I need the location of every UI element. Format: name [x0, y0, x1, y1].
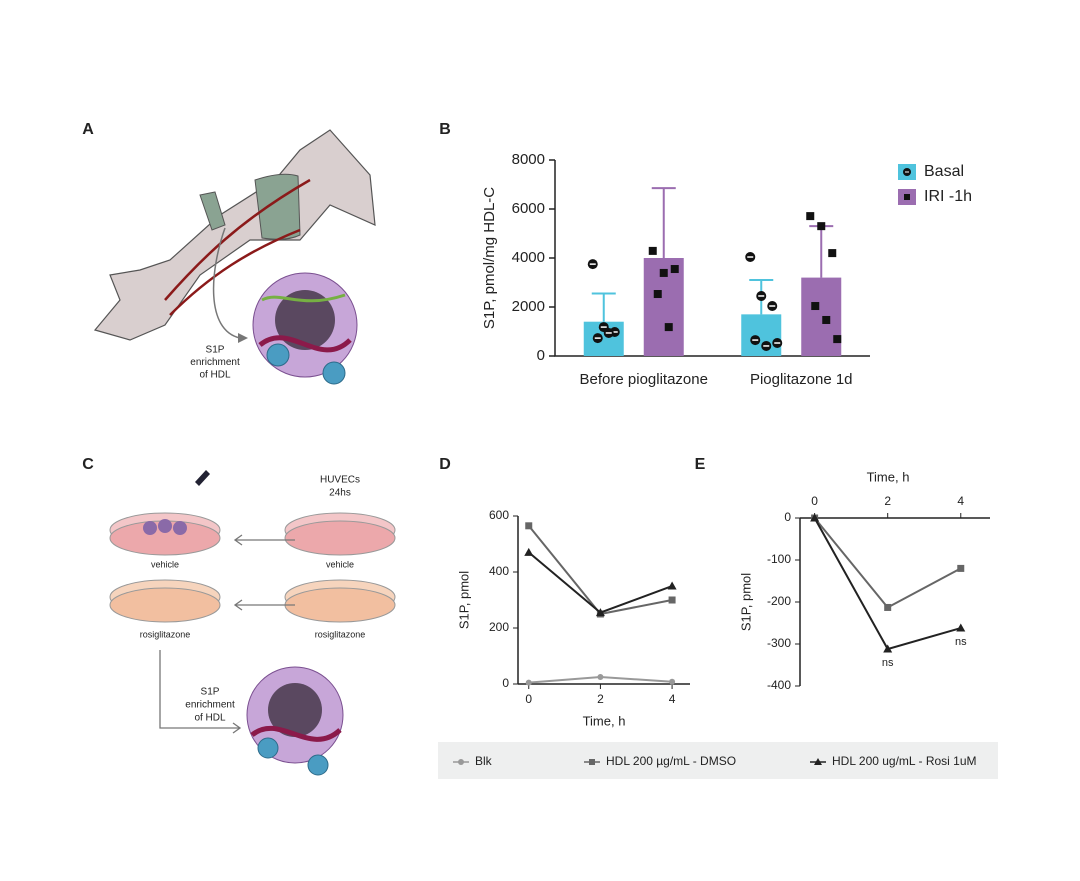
point	[525, 522, 533, 530]
x-tick-label: 4	[669, 692, 676, 706]
dish-label: vehicle	[151, 559, 179, 569]
point	[597, 674, 604, 680]
caption: of HDL	[199, 370, 231, 381]
dish-label: vehicle	[326, 559, 354, 569]
caption: HUVECs	[320, 475, 360, 486]
point	[956, 623, 966, 632]
dish-label: rosiglitazone	[315, 629, 366, 639]
legend-box	[438, 742, 998, 779]
panel-label: E	[695, 456, 706, 473]
x-tick-label: 0	[525, 692, 532, 706]
legend-label: IRI -1h	[924, 188, 972, 205]
point	[670, 265, 679, 274]
panel-label: B	[439, 121, 451, 138]
x-tick-label: Before pioglitazone	[580, 371, 708, 388]
line	[813, 517, 962, 609]
caption: 24hs	[329, 488, 351, 499]
point	[884, 603, 892, 611]
y-tick-label: 400	[489, 564, 509, 578]
point	[524, 547, 534, 556]
x-tick-label: 2	[597, 692, 604, 706]
point	[817, 222, 826, 231]
point	[595, 608, 605, 617]
y-axis-label: S1P, pmol/mg HDL-C	[481, 187, 498, 329]
y-axis-label: S1P, pmol	[738, 573, 753, 631]
error-bar	[651, 187, 676, 258]
annotation: ns	[882, 657, 894, 669]
y-tick-label: -400	[767, 678, 791, 692]
x-axis-label: Time, h	[583, 713, 626, 728]
y-tick-label: 0	[502, 676, 509, 690]
point	[883, 644, 893, 653]
y-tick-label: -300	[767, 636, 791, 650]
point	[814, 758, 822, 765]
caption: of HDL	[194, 713, 226, 724]
legend-marker	[904, 194, 910, 200]
y-tick-label: 0	[537, 347, 545, 364]
caption: enrichment	[185, 700, 235, 711]
panel-label: A	[82, 121, 94, 138]
point	[659, 268, 668, 277]
legend-label: HDL 200 ug/mL - Rosi 1uM	[832, 754, 977, 768]
x-axis-label: Time, h	[867, 469, 910, 484]
point	[833, 335, 842, 344]
y-tick-label: 8000	[512, 151, 545, 168]
y-tick-label: 600	[489, 508, 509, 522]
y-tick-label: -100	[767, 552, 791, 566]
y-tick-label: 6000	[512, 200, 545, 217]
panel-label: C	[82, 456, 94, 473]
point	[669, 678, 676, 685]
dish-illustration	[109, 470, 396, 776]
panel-label: D	[439, 456, 451, 473]
point	[806, 212, 815, 221]
dish-label: rosiglitazone	[140, 629, 191, 639]
point	[653, 290, 662, 299]
point	[648, 246, 657, 255]
point	[458, 759, 464, 765]
caption: S1P	[206, 345, 225, 356]
point	[589, 759, 595, 765]
caption: S1P	[201, 687, 220, 698]
bar	[741, 314, 782, 356]
x-tick-label: Pioglitazone 1d	[750, 371, 853, 388]
point	[810, 513, 820, 522]
point	[828, 249, 837, 258]
annotation: ns	[955, 636, 967, 648]
arm-illustration	[93, 129, 376, 385]
x-tick-label: 2	[884, 494, 891, 508]
point	[957, 564, 965, 572]
x-tick-label: 4	[957, 494, 964, 508]
y-tick-label: 0	[784, 510, 791, 524]
y-tick-label: 4000	[512, 249, 545, 266]
legend-label: HDL 200 µg/mL - DMSO	[606, 754, 736, 768]
legend-label: Basal	[924, 163, 964, 180]
y-tick-label: 2000	[512, 298, 545, 315]
line	[813, 517, 962, 651]
y-tick-label: -200	[767, 594, 791, 608]
legend-label: Blk	[475, 754, 493, 768]
point	[822, 315, 831, 324]
x-tick-label: 0	[811, 494, 818, 508]
point	[664, 323, 673, 332]
y-axis-label: S1P, pmol	[456, 571, 471, 629]
point	[525, 679, 532, 686]
bar	[801, 277, 842, 356]
y-tick-label: 200	[489, 620, 509, 634]
error-bar	[591, 292, 616, 322]
point	[811, 302, 820, 311]
point	[667, 581, 677, 590]
caption: enrichment	[190, 357, 240, 368]
point	[668, 596, 676, 604]
